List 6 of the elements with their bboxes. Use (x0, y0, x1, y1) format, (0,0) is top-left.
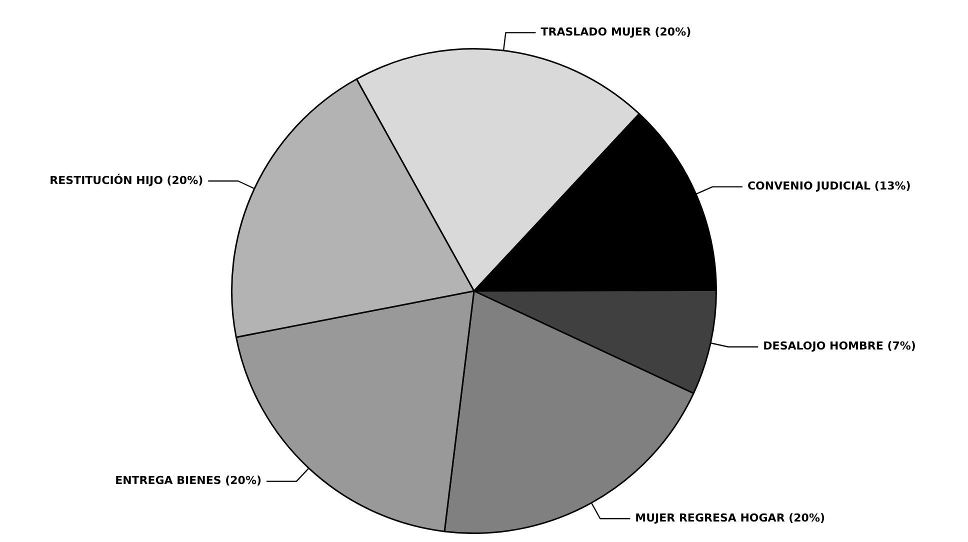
slice-label: DESALOJO HOMBRE (7%) (763, 340, 916, 353)
slice-label: RESTITUCIÓN HIJO (20%) (50, 172, 204, 187)
slice-label: MUJER REGRESA HOGAR (20%) (635, 511, 826, 524)
slice-label: ENTREGA BIENES (20%) (115, 474, 262, 488)
slice-label: CONVENIO JUDICIAL (13%) (747, 180, 911, 193)
slice-label: TRASLADO MUJER (20%) (540, 26, 692, 39)
